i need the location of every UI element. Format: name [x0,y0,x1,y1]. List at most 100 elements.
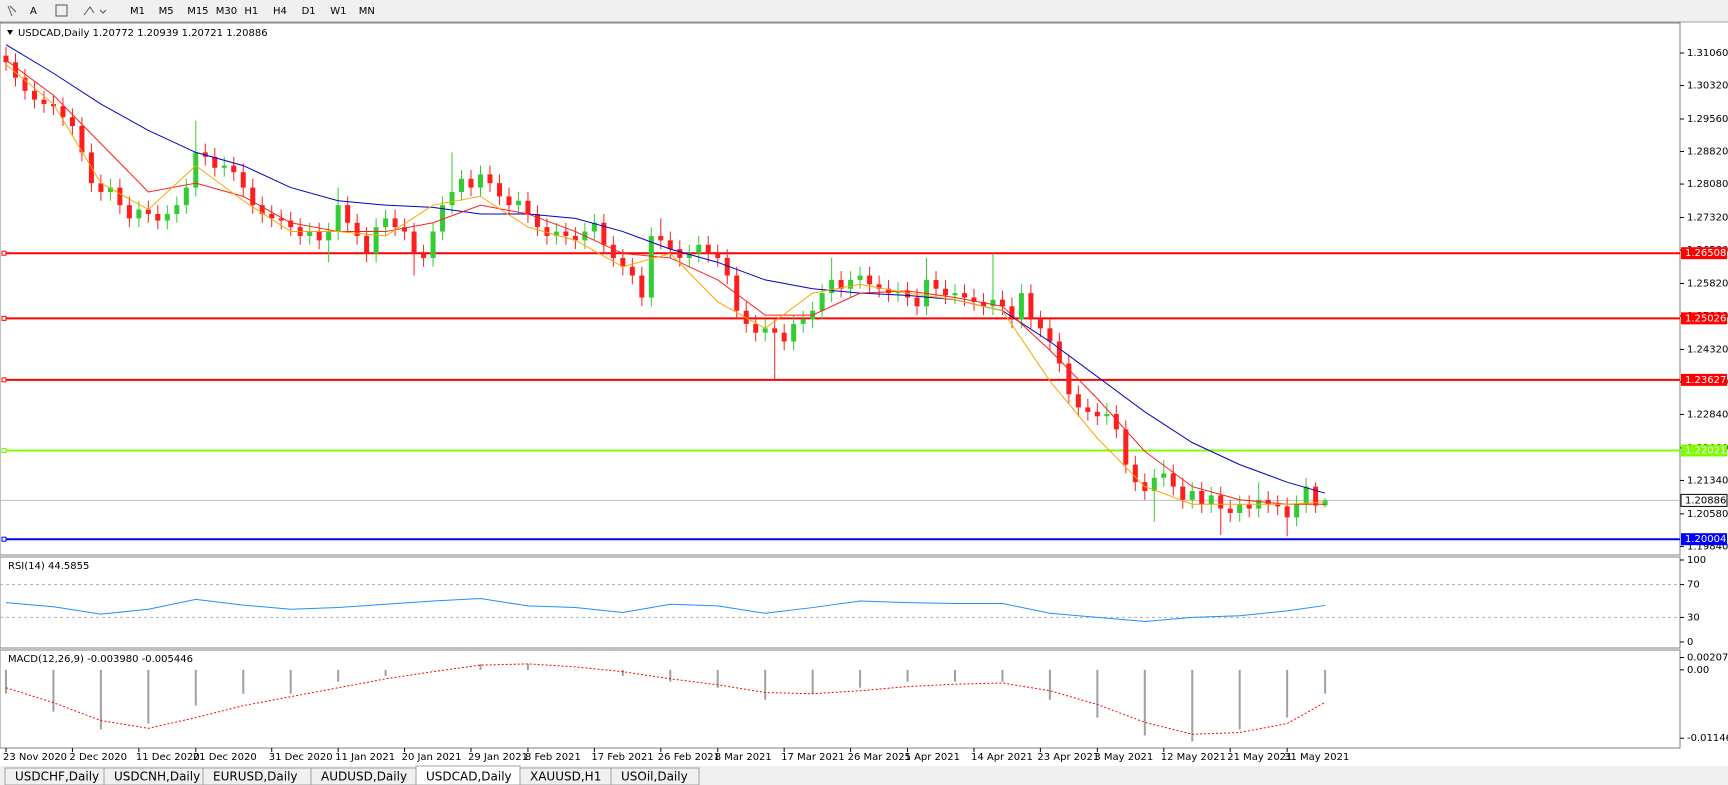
timeframe-button[interactable]: M1 [130,6,145,17]
candle-body [212,156,218,168]
cursor-icon[interactable] [7,5,17,17]
macd-bar [194,669,197,706]
candle-body [345,205,351,223]
candle-body [648,235,654,298]
candle-body [421,253,427,258]
y-tick-label: -0.011462 [1687,733,1728,744]
macd-bar [384,669,387,676]
candle-body [999,299,1005,307]
candle-body [762,328,768,333]
candle-body [658,235,664,241]
candle-body [791,323,797,342]
candle-body [31,90,37,100]
macd-bar [479,663,482,670]
candle-body [610,244,616,258]
candle-body [1132,464,1138,483]
y-tick-label: 1.31060 [1687,48,1728,59]
macd-bar [242,669,245,694]
candle-body [373,227,379,254]
shapes-tool[interactable] [83,6,107,16]
candle-body [1170,473,1176,487]
moving-average [5,64,1326,505]
candle-body [1313,486,1319,506]
macd-bar [99,669,102,730]
candle-body [753,323,759,333]
label-tool[interactable] [55,4,68,17]
candle-body [1294,504,1300,518]
candle-body [1085,407,1091,412]
candle-body [468,178,474,188]
y-tick-label: 1.25820 [1687,278,1728,289]
tab-label[interactable]: EURUSD,Daily [213,770,298,784]
candle-body [326,231,332,241]
indicator-title: MACD(12,26,9) -0.003980 -0.005446 [8,654,193,665]
candle-body [952,293,958,296]
candle-body [136,209,142,219]
tab-label[interactable]: USDCNH,Daily [114,770,200,784]
y-tick-label: 70 [1687,580,1700,591]
tab-label[interactable]: USOil,Daily [621,770,688,784]
macd-pane [0,649,1681,749]
candle-body [430,231,436,258]
candle-body [440,205,446,232]
candle-body [1180,486,1186,500]
candle-body [515,200,521,206]
timeframe-button[interactable]: H1 [244,6,258,17]
candle-body [572,235,578,241]
y-tick-label: 0 [1687,637,1693,648]
moving-average [5,59,1326,505]
macd-bar [52,669,55,712]
x-tick-label: 20 Jan 2021 [402,752,462,763]
candle-body [145,209,151,214]
x-tick-label: 29 Jan 2021 [468,752,528,763]
value: -0.003980 [87,654,138,665]
timeframe-button[interactable]: W1 [330,6,346,17]
level-label-bg [1681,312,1727,325]
timeframe-button[interactable]: M30 [216,6,237,17]
candle-body [1189,490,1195,500]
main-pane [0,22,1681,556]
candle-body [60,106,66,118]
timeframe-button[interactable]: D1 [302,6,316,17]
macd-bar [621,669,624,676]
candle-body [240,172,246,188]
timeframe-button[interactable]: H4 [273,6,287,17]
x-tick-label: 17 Feb 2021 [591,752,653,763]
candle-body [316,231,322,241]
tab-label[interactable]: XAUUSD,H1 [530,770,601,784]
candle-body [1037,319,1043,329]
candle-body [1075,394,1081,408]
timeframe-button[interactable]: M5 [159,6,174,17]
macd-bar [1048,669,1051,700]
rsi-pane [0,556,1681,649]
candle-body [12,62,18,78]
timeframe-button[interactable]: M15 [187,6,208,17]
candle-body [79,126,85,153]
timeframe-button[interactable]: MN [359,6,375,17]
level-label: 1.22021 [1685,445,1726,456]
x-tick-label: 17 Mar 2021 [781,752,844,763]
text-tool[interactable]: A [30,6,37,17]
menu-arrow[interactable] [7,30,13,35]
tab-label[interactable]: AUDUSD,Daily [321,770,407,784]
candle-body [1018,293,1024,320]
x-tick-label: 2 Dec 2020 [69,752,127,763]
candle-body [402,227,408,232]
candle-body [1094,411,1100,417]
tab-label[interactable]: USDCAD,Daily [426,770,512,784]
macd-bar [906,669,909,682]
y-tick-label: 0.00 [1687,665,1709,676]
y-tick-label: 30 [1687,612,1700,623]
candle-body [1056,341,1062,364]
candle-body [259,205,265,214]
value: 44.5855 [48,561,89,572]
macd-bar [1324,669,1327,694]
candle-body [487,174,493,184]
tab[interactable] [610,767,700,785]
candle-body [1047,328,1053,342]
tab-label[interactable]: USDCHF,Daily [15,770,99,784]
candle-body [3,55,9,63]
candle-body [705,244,711,254]
x-tick-label: 26 Mar 2021 [848,752,911,763]
candle-body [525,200,531,214]
